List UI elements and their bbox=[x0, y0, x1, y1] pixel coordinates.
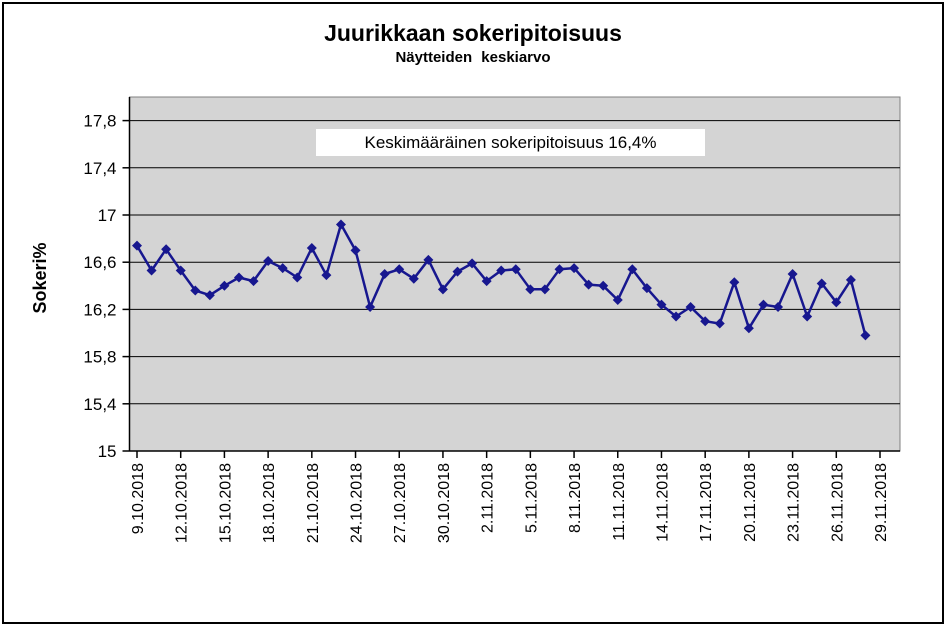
data-point-marker bbox=[787, 269, 798, 279]
data-point-marker bbox=[146, 265, 157, 276]
data-point-marker bbox=[583, 279, 594, 290]
y-tick-label: 17,8 bbox=[83, 112, 116, 131]
data-point-marker bbox=[758, 299, 769, 310]
data-point-marker bbox=[598, 280, 609, 291]
data-point-marker bbox=[204, 290, 215, 301]
average-annotation-box: Keskimääräinen sokeripitoisuus 16,4% bbox=[316, 129, 705, 156]
y-tick-label: 16,2 bbox=[83, 300, 116, 319]
data-point-marker bbox=[860, 330, 871, 341]
data-point-marker bbox=[379, 269, 390, 279]
data-point-marker bbox=[277, 263, 288, 274]
data-point-marker bbox=[335, 219, 346, 230]
data-point-marker bbox=[729, 277, 740, 288]
data-point-marker bbox=[816, 278, 827, 289]
data-point-marker bbox=[190, 285, 201, 296]
x-tick-label: 30.10.2018 bbox=[436, 463, 453, 543]
data-point-marker bbox=[248, 276, 259, 287]
x-tick-label: 11.11.2018 bbox=[611, 463, 628, 541]
x-tick-label: 12.10.2018 bbox=[174, 463, 191, 543]
x-tick-label: 9.10.2018 bbox=[130, 463, 147, 534]
x-tick-label: 14.11.2018 bbox=[654, 463, 671, 542]
y-tick-label: 17,4 bbox=[83, 159, 116, 178]
data-point-marker bbox=[525, 284, 536, 295]
data-point-marker bbox=[321, 270, 332, 281]
data-point-marker bbox=[714, 318, 725, 329]
data-point-marker bbox=[627, 264, 638, 275]
data-point-marker bbox=[219, 280, 230, 291]
data-point-marker bbox=[292, 272, 303, 283]
data-point-marker bbox=[685, 302, 696, 313]
data-point-marker bbox=[569, 263, 580, 274]
data-point-marker bbox=[132, 240, 142, 251]
x-tick-label: 20.11.2018 bbox=[742, 463, 759, 542]
data-point-marker bbox=[845, 274, 856, 285]
data-point-marker bbox=[641, 283, 652, 294]
x-tick-label: 21.10.2018 bbox=[305, 463, 322, 543]
y-tick-label: 15,8 bbox=[83, 348, 116, 367]
x-tick-label: 18.10.2018 bbox=[261, 463, 278, 543]
data-point-marker bbox=[233, 272, 244, 283]
data-point-marker bbox=[481, 276, 492, 287]
data-point-marker bbox=[263, 256, 274, 267]
data-point-marker bbox=[510, 264, 521, 275]
data-point-marker bbox=[831, 297, 842, 308]
x-tick-label: 8.11.2018 bbox=[567, 463, 584, 533]
chart-title: Juurikkaan sokeripitoisuus bbox=[324, 20, 622, 46]
y-axis-title: Sokeri% bbox=[30, 242, 50, 314]
data-point-marker bbox=[656, 299, 667, 310]
data-point-marker bbox=[161, 244, 172, 255]
x-tick-label: 15.10.2018 bbox=[217, 463, 234, 543]
data-point-marker bbox=[773, 302, 784, 313]
data-point-marker bbox=[671, 311, 682, 322]
y-tick-label: 15 bbox=[98, 442, 117, 461]
y-tick-label: 17 bbox=[98, 206, 117, 225]
x-tick-label: 24.10.2018 bbox=[349, 463, 366, 543]
data-point-marker bbox=[802, 311, 813, 322]
data-point-marker bbox=[306, 243, 317, 254]
data-point-marker bbox=[365, 302, 376, 313]
data-point-marker bbox=[539, 284, 550, 295]
x-tick-label: 23.11.2018 bbox=[786, 463, 803, 542]
x-tick-label: 26.11.2018 bbox=[829, 463, 846, 542]
y-tick-label: 16,6 bbox=[83, 253, 116, 272]
data-point-marker bbox=[496, 265, 507, 276]
y-tick-label: 15,4 bbox=[83, 395, 116, 414]
data-point-marker bbox=[452, 266, 463, 277]
chart-subtitle: Näytteiden keskiarvo bbox=[395, 49, 551, 66]
data-point-marker bbox=[423, 254, 434, 265]
x-tick-label: 5.11.2018 bbox=[523, 463, 540, 533]
x-tick-label: 27.10.2018 bbox=[392, 463, 409, 543]
x-tick-label: 17.11.2018 bbox=[698, 463, 715, 542]
data-point-marker bbox=[612, 294, 623, 305]
data-point-marker bbox=[437, 284, 448, 295]
data-point-marker bbox=[743, 323, 754, 334]
x-tick-label: 2.11.2018 bbox=[480, 463, 497, 533]
data-point-marker bbox=[467, 258, 478, 269]
data-point-marker bbox=[700, 316, 711, 327]
data-point-marker bbox=[394, 264, 405, 275]
data-point-marker bbox=[350, 245, 361, 256]
data-point-marker bbox=[554, 264, 565, 275]
x-tick-label: 29.11.2018 bbox=[873, 463, 890, 542]
data-point-marker bbox=[175, 265, 186, 276]
data-point-marker bbox=[408, 273, 419, 284]
